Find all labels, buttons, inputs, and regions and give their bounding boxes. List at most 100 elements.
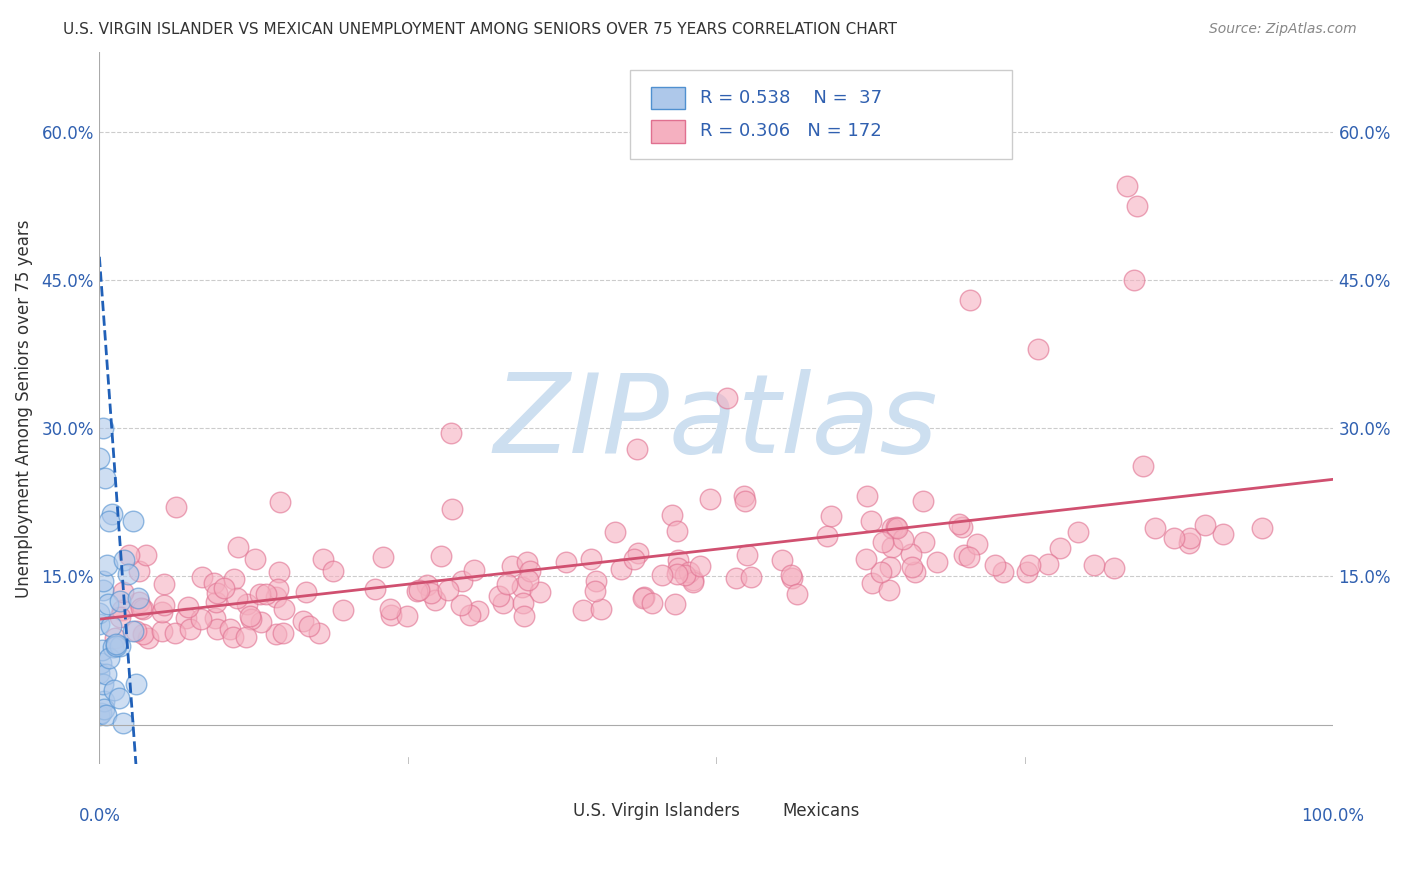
FancyBboxPatch shape <box>630 70 1012 160</box>
Point <box>271 626 294 640</box>
Point <box>440 426 463 441</box>
Point <box>108 609 131 624</box>
Point <box>222 573 245 587</box>
Point <box>89 708 111 723</box>
Text: 100.0%: 100.0% <box>1302 807 1364 825</box>
Point <box>380 608 402 623</box>
Point <box>105 639 128 653</box>
Point <box>966 536 988 550</box>
Point <box>725 571 748 585</box>
Point <box>240 612 263 626</box>
Point <box>364 582 387 597</box>
Point <box>513 609 536 624</box>
Bar <box>747 804 775 818</box>
Point <box>101 507 124 521</box>
Point <box>626 442 648 457</box>
Point <box>219 622 242 636</box>
Point <box>886 521 908 535</box>
Point <box>510 581 533 595</box>
Point <box>1194 518 1216 533</box>
Bar <box>537 804 564 818</box>
Point <box>416 578 439 592</box>
Point <box>512 596 534 610</box>
Point <box>623 552 645 566</box>
Point <box>204 611 226 625</box>
Point <box>912 493 935 508</box>
Point <box>97 515 120 529</box>
Point <box>150 605 173 619</box>
Point <box>856 489 879 503</box>
Point <box>901 560 924 574</box>
Point <box>571 603 593 617</box>
Point <box>90 706 112 720</box>
Point <box>450 574 472 588</box>
Point <box>1083 558 1105 572</box>
Text: U.S. VIRGIN ISLANDER VS MEXICAN UNEMPLOYMENT AMONG SENIORS OVER 75 YEARS CORRELA: U.S. VIRGIN ISLANDER VS MEXICAN UNEMPLOY… <box>63 22 897 37</box>
Point <box>298 619 321 633</box>
Point <box>1018 558 1040 572</box>
Point <box>225 591 247 606</box>
Point <box>207 622 229 636</box>
Point <box>1015 566 1038 580</box>
Point <box>93 694 115 708</box>
Point <box>770 553 793 567</box>
Point <box>117 548 139 562</box>
Point <box>1132 458 1154 473</box>
Point <box>153 598 176 612</box>
Point <box>269 566 291 580</box>
Point <box>496 577 519 591</box>
Point <box>529 584 551 599</box>
Point <box>94 666 117 681</box>
Point <box>129 601 152 615</box>
Point <box>870 565 893 579</box>
Point <box>245 552 267 566</box>
Point <box>740 570 762 584</box>
Point <box>408 583 430 598</box>
Point <box>108 639 131 653</box>
Text: ZIPatlas: ZIPatlas <box>494 369 938 476</box>
Point <box>378 602 401 616</box>
Point <box>820 509 842 524</box>
Point <box>519 564 541 578</box>
Text: U.S. Virgin Islanders: U.S. Virgin Islanders <box>574 802 740 820</box>
Point <box>501 559 523 574</box>
Point <box>517 574 540 588</box>
Point <box>733 489 755 503</box>
Point <box>117 566 139 581</box>
Point <box>165 500 187 515</box>
Point <box>950 520 973 534</box>
Point <box>488 590 510 604</box>
Point <box>1102 560 1125 574</box>
Point <box>780 568 803 582</box>
Point <box>1178 532 1201 546</box>
Point <box>666 553 689 567</box>
Point <box>104 636 127 650</box>
Text: 0.0%: 0.0% <box>79 807 121 825</box>
Point <box>264 626 287 640</box>
Point <box>959 293 981 307</box>
Point <box>993 565 1015 579</box>
Point <box>641 596 664 610</box>
Point <box>91 421 114 435</box>
Point <box>880 541 903 555</box>
Point <box>879 560 901 574</box>
Point <box>429 549 451 564</box>
Point <box>425 592 447 607</box>
Point <box>125 677 148 691</box>
Point <box>891 532 914 546</box>
Point <box>291 615 314 629</box>
Point <box>121 514 143 528</box>
Point <box>222 630 245 644</box>
Point <box>205 586 228 600</box>
Point <box>610 562 633 576</box>
Point <box>191 570 214 584</box>
Point <box>94 707 117 722</box>
Point <box>984 558 1007 572</box>
Point <box>179 622 201 636</box>
Point <box>633 591 655 606</box>
Point <box>666 561 689 575</box>
Point <box>900 547 922 561</box>
Y-axis label: Unemployment Among Seniors over 75 years: Unemployment Among Seniors over 75 years <box>15 219 32 598</box>
Point <box>458 607 481 622</box>
Point <box>1250 521 1272 535</box>
